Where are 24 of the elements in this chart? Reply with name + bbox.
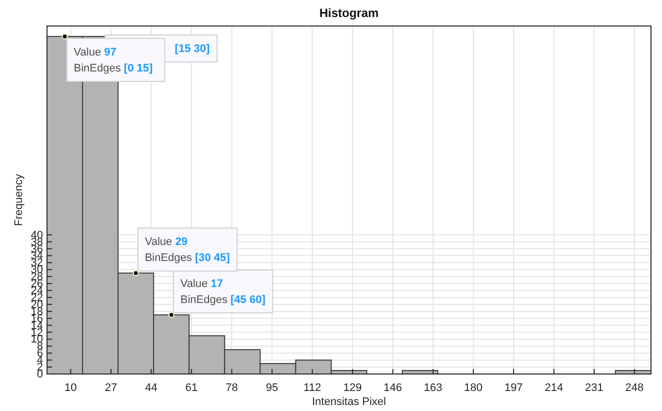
x-tick-label: 95 [266,382,278,394]
y-axis-title: Frequency [13,174,25,226]
chart-title: Histogram [319,6,379,20]
x-tick-label: 10 [64,382,77,394]
x-tick-label: 231 [584,382,604,394]
x-tick-label: 129 [343,382,362,394]
annotation: [15 30] [174,43,210,55]
x-tick-label: 146 [384,382,402,394]
x-tick-label: 180 [464,382,483,394]
x-tick-label: 44 [145,382,158,394]
x-tick-label: 248 [625,382,644,394]
data-tip: Value 17 BinEdges [45 60] [172,269,274,314]
x-tick-label: 112 [304,382,322,394]
x-tick-label: 214 [544,382,564,394]
x-axis-title: Intensitas Pixel [312,396,386,408]
data-tip: Value 29 BinEdges [30 45] [137,228,238,272]
x-tick-label: 197 [504,382,523,394]
x-tick-label: 163 [424,382,442,394]
x-tick-label: 78 [226,382,238,394]
annotation: Value 17 BinEdges [45 60] [180,278,266,306]
annotation: Value 29 BinEdges [30 45] [144,236,230,264]
data-tip: Value 97 BinEdges [0 15] [66,38,166,82]
x-tick-label: 61 [185,382,198,394]
x-tick-label: 27 [104,382,118,394]
